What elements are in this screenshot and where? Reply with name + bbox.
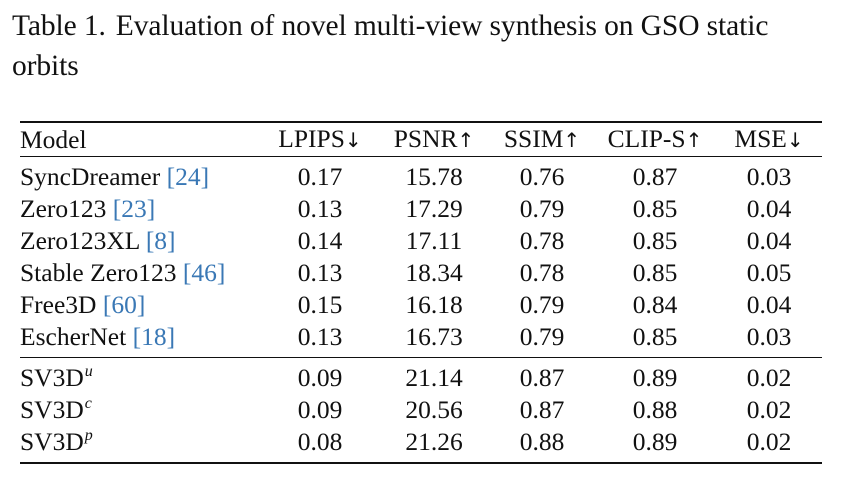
- mse-value: 0.05: [746, 258, 792, 287]
- psnr-value: 17.29: [405, 194, 463, 223]
- mse-value: 0.04: [746, 290, 792, 319]
- psnr-value: 21.14: [405, 363, 463, 392]
- clip-value: 0.85: [632, 194, 678, 223]
- model-name: Zero123 [23]: [20, 194, 156, 223]
- psnr-value: 18.34: [405, 258, 463, 287]
- lpips-value: 0.09: [297, 395, 343, 424]
- table-row: Zero123XL [8] 0.14 17.11 0.78 0.85 0.04: [20, 225, 822, 257]
- clip-value: 0.85: [632, 322, 678, 351]
- variant-superscript: c: [84, 395, 92, 412]
- caption-text: Evaluation of novel multi-view synthesis…: [12, 10, 769, 82]
- citation-link[interactable]: [24]: [166, 162, 210, 191]
- mse-value: 0.04: [746, 194, 792, 223]
- lpips-value: 0.08: [297, 427, 343, 456]
- header-ssim: SSIM↑: [503, 124, 581, 153]
- model-name: EscherNet [18]: [20, 322, 176, 351]
- ssim-value: 0.79: [519, 290, 565, 319]
- mse-value: 0.03: [746, 162, 792, 191]
- clip-value: 0.87: [632, 162, 678, 191]
- model-name: SV3Du: [20, 363, 93, 392]
- mse-value: 0.04: [746, 226, 792, 255]
- variant-superscript: u: [84, 363, 93, 380]
- model-name: Zero123XL [8]: [20, 226, 176, 255]
- psnr-value: 17.11: [405, 226, 463, 255]
- clip-value: 0.89: [632, 427, 678, 456]
- clip-value: 0.88: [632, 395, 678, 424]
- citation-link[interactable]: [46]: [182, 258, 226, 287]
- mse-value: 0.02: [746, 363, 792, 392]
- clip-value: 0.85: [632, 258, 678, 287]
- table-row: SyncDreamer [24] 0.17 15.78 0.76 0.87 0.…: [20, 157, 822, 194]
- table-row: EscherNet [18] 0.13 16.73 0.79 0.85 0.03: [20, 321, 822, 358]
- ssim-value: 0.78: [519, 226, 565, 255]
- variant-superscript: p: [84, 427, 93, 444]
- lpips-value: 0.14: [297, 226, 343, 255]
- table-row: Free3D [60] 0.15 16.18 0.79 0.84 0.04: [20, 289, 822, 321]
- mse-value: 0.02: [746, 395, 792, 424]
- mse-value: 0.03: [746, 322, 792, 351]
- table-row: Stable Zero123 [46] 0.13 18.34 0.78 0.85…: [20, 257, 822, 289]
- lpips-value: 0.13: [297, 194, 343, 223]
- model-name: SV3Dc: [20, 395, 92, 424]
- ssim-value: 0.87: [519, 363, 565, 392]
- model-name: SyncDreamer [24]: [20, 162, 210, 191]
- ssim-value: 0.78: [519, 258, 565, 287]
- sv3d-rows: SV3Du 0.09 21.14 0.87 0.89 0.02 SV3Dc 0.…: [20, 357, 822, 463]
- header-row: Model LPIPS↓ PSNR↑ SSIM↑ CLIP-S↑ MSE↓: [20, 122, 822, 157]
- down-arrow-icon: ↓: [344, 128, 362, 152]
- ssim-value: 0.87: [519, 395, 565, 424]
- table-caption: Table 1. Evaluation of novel multi-view s…: [12, 6, 834, 86]
- psnr-value: 21.26: [405, 427, 463, 456]
- clip-value: 0.89: [632, 363, 678, 392]
- citation-link[interactable]: [60]: [102, 290, 146, 319]
- ssim-value: 0.79: [519, 194, 565, 223]
- lpips-value: 0.13: [297, 258, 343, 287]
- mse-value: 0.02: [746, 427, 792, 456]
- model-name: Free3D [60]: [20, 290, 146, 319]
- ssim-value: 0.76: [519, 162, 565, 191]
- header-clip: CLIP-S↑: [607, 124, 703, 153]
- header-psnr: PSNR↑: [393, 124, 475, 153]
- baseline-rows: SyncDreamer [24] 0.17 15.78 0.76 0.87 0.…: [20, 157, 822, 358]
- citation-link[interactable]: [18]: [132, 322, 176, 351]
- table-row: SV3Du 0.09 21.14 0.87 0.89 0.02: [20, 357, 822, 395]
- psnr-value: 15.78: [405, 162, 463, 191]
- header-model: Model: [20, 124, 87, 154]
- table-row: SV3Dc 0.09 20.56 0.87 0.88 0.02: [20, 394, 822, 426]
- psnr-value: 16.18: [405, 290, 463, 319]
- lpips-value: 0.15: [297, 290, 343, 319]
- up-arrow-icon: ↑: [685, 128, 703, 152]
- psnr-value: 20.56: [405, 395, 463, 424]
- ssim-value: 0.88: [519, 427, 565, 456]
- table-row: SV3Dp 0.08 21.26 0.88 0.89 0.02: [20, 426, 822, 463]
- table-label: Table 1.: [12, 10, 106, 42]
- citation-link[interactable]: [8]: [145, 226, 176, 255]
- lpips-value: 0.13: [297, 322, 343, 351]
- table-row: Zero123 [23] 0.13 17.29 0.79 0.85 0.04: [20, 193, 822, 225]
- ssim-value: 0.79: [519, 322, 565, 351]
- up-arrow-icon: ↑: [563, 128, 581, 152]
- clip-value: 0.85: [632, 226, 678, 255]
- model-name: Stable Zero123 [46]: [20, 258, 226, 287]
- results-table: Model LPIPS↓ PSNR↑ SSIM↑ CLIP-S↑ MSE↓ Sy…: [20, 121, 822, 464]
- citation-link[interactable]: [23]: [112, 194, 156, 223]
- psnr-value: 16.73: [405, 322, 463, 351]
- down-arrow-icon: ↓: [786, 128, 804, 152]
- model-name: SV3Dp: [20, 427, 93, 456]
- lpips-value: 0.09: [297, 363, 343, 392]
- up-arrow-icon: ↑: [457, 128, 475, 152]
- header-lpips: LPIPS↓: [278, 124, 362, 153]
- clip-value: 0.84: [632, 290, 678, 319]
- header-mse: MSE↓: [734, 124, 804, 153]
- lpips-value: 0.17: [297, 162, 343, 191]
